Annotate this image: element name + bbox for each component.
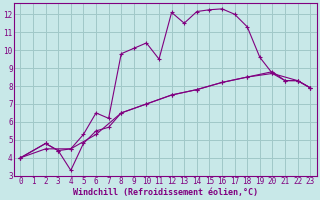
X-axis label: Windchill (Refroidissement éolien,°C): Windchill (Refroidissement éolien,°C) bbox=[73, 188, 258, 197]
